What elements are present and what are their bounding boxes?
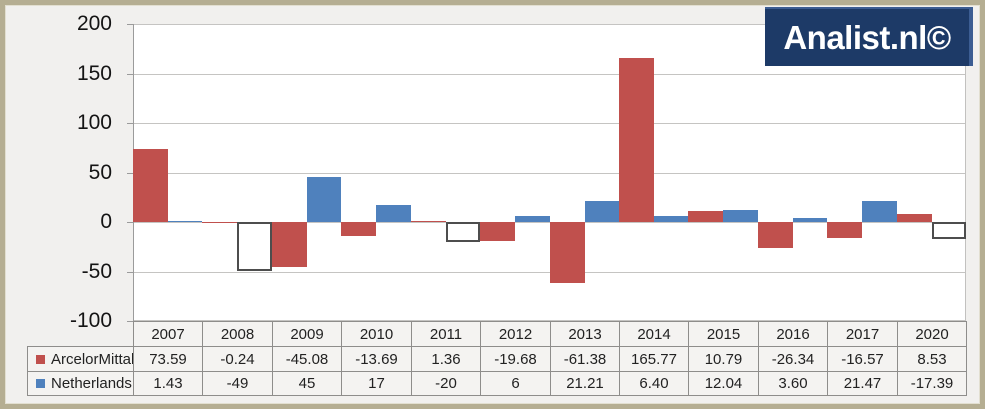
gridline (134, 271, 965, 273)
bar-arcelormittal-2007 (133, 149, 168, 222)
legend-cell-arcelormittal: ArcelorMittal (27, 346, 134, 372)
bar-arcelormittal-2020 (897, 213, 932, 222)
legend-swatch-arcelormittal (36, 354, 45, 364)
year-cell-2011: 2011 (411, 321, 481, 347)
gridline (134, 123, 965, 124)
bar-arcelormittal-2015 (688, 211, 723, 222)
value-cell-arcelormittal-2017: -16.57 (827, 346, 898, 372)
legend-cell-netherlands: Netherlands (27, 371, 134, 396)
value-cell-netherlands-2007: 1.43 (133, 371, 203, 396)
value-cell-arcelormittal-2013: -61.38 (550, 346, 620, 372)
year-cell-2015: 2015 (688, 321, 759, 347)
bar-arcelormittal-2011 (411, 220, 446, 222)
bar-netherlands-2020 (931, 222, 966, 240)
legend-label: Netherlands (51, 375, 132, 392)
value-cell-arcelormittal-2011: 1.36 (411, 346, 481, 372)
bar-arcelormittal-2009 (272, 222, 307, 267)
analist-logo: Analist.nl© (765, 7, 973, 66)
bar-arcelormittal-2016 (758, 222, 793, 249)
bar-arcelormittal-2013 (550, 222, 585, 283)
year-cell-2010: 2010 (341, 321, 412, 347)
bar-netherlands-2007 (167, 220, 202, 222)
year-cell-2016: 2016 (758, 321, 828, 347)
gridline (134, 73, 965, 75)
bar-netherlands-2017 (862, 200, 897, 222)
value-cell-netherlands-2015: 12.04 (688, 371, 759, 396)
value-cell-arcelormittal-2012: -19.68 (480, 346, 551, 372)
value-cell-arcelormittal-2010: -13.69 (341, 346, 412, 372)
value-cell-netherlands-2011: -20 (411, 371, 481, 396)
value-cell-arcelormittal-2008: -0.24 (202, 346, 273, 372)
legend-swatch-netherlands (36, 379, 45, 388)
value-cell-arcelormittal-2009: -45.08 (272, 346, 342, 372)
value-cell-netherlands-2012: 6 (480, 371, 551, 396)
value-cell-arcelormittal-2007: 73.59 (133, 346, 203, 372)
bar-arcelormittal-2008 (202, 222, 237, 223)
year-cell-2007: 2007 (133, 321, 203, 347)
year-cell-2020: 2020 (897, 321, 967, 347)
value-cell-arcelormittal-2016: -26.34 (758, 346, 828, 372)
year-cell-2014: 2014 (619, 321, 689, 347)
bar-arcelormittal-2012 (480, 222, 515, 242)
value-cell-netherlands-2009: 45 (272, 371, 342, 396)
value-cell-netherlands-2020: -17.39 (897, 371, 967, 396)
bar-netherlands-2015 (723, 210, 758, 222)
bar-netherlands-2014 (653, 215, 688, 222)
value-cell-arcelormittal-2015: 10.79 (688, 346, 759, 372)
value-cell-arcelormittal-2014: 165.77 (619, 346, 689, 372)
value-cell-netherlands-2017: 21.47 (827, 371, 898, 396)
gridline (134, 222, 965, 223)
bar-arcelormittal-2014 (619, 57, 654, 222)
value-cell-netherlands-2014: 6.40 (619, 371, 689, 396)
value-cell-arcelormittal-2020: 8.53 (897, 346, 967, 372)
bar-netherlands-2016 (792, 218, 827, 222)
bar-netherlands-2009 (306, 177, 341, 222)
gridline (134, 320, 965, 321)
value-cell-netherlands-2008: -49 (202, 371, 273, 396)
bar-netherlands-2013 (584, 201, 619, 222)
value-cell-netherlands-2016: 3.60 (758, 371, 828, 396)
year-cell-2013: 2013 (550, 321, 620, 347)
bar-netherlands-2008 (237, 222, 272, 271)
year-cell-2008: 2008 (202, 321, 273, 347)
gridline (134, 24, 965, 25)
bar-netherlands-2011 (445, 222, 480, 242)
legend-label: ArcelorMittal (51, 350, 134, 368)
bar-arcelormittal-2017 (827, 222, 862, 239)
value-cell-netherlands-2010: 17 (341, 371, 412, 396)
year-cell-2012: 2012 (480, 321, 551, 347)
value-cell-netherlands-2013: 21.21 (550, 371, 620, 396)
bar-netherlands-2012 (515, 216, 550, 222)
analist-logo-text: Analist.nl© (783, 18, 951, 56)
gridline (134, 172, 965, 174)
bar-arcelormittal-2010 (341, 222, 376, 236)
year-cell-2009: 2009 (272, 321, 342, 347)
plot-area (133, 24, 966, 321)
bar-netherlands-2010 (376, 205, 411, 222)
year-cell-2017: 2017 (827, 321, 898, 347)
